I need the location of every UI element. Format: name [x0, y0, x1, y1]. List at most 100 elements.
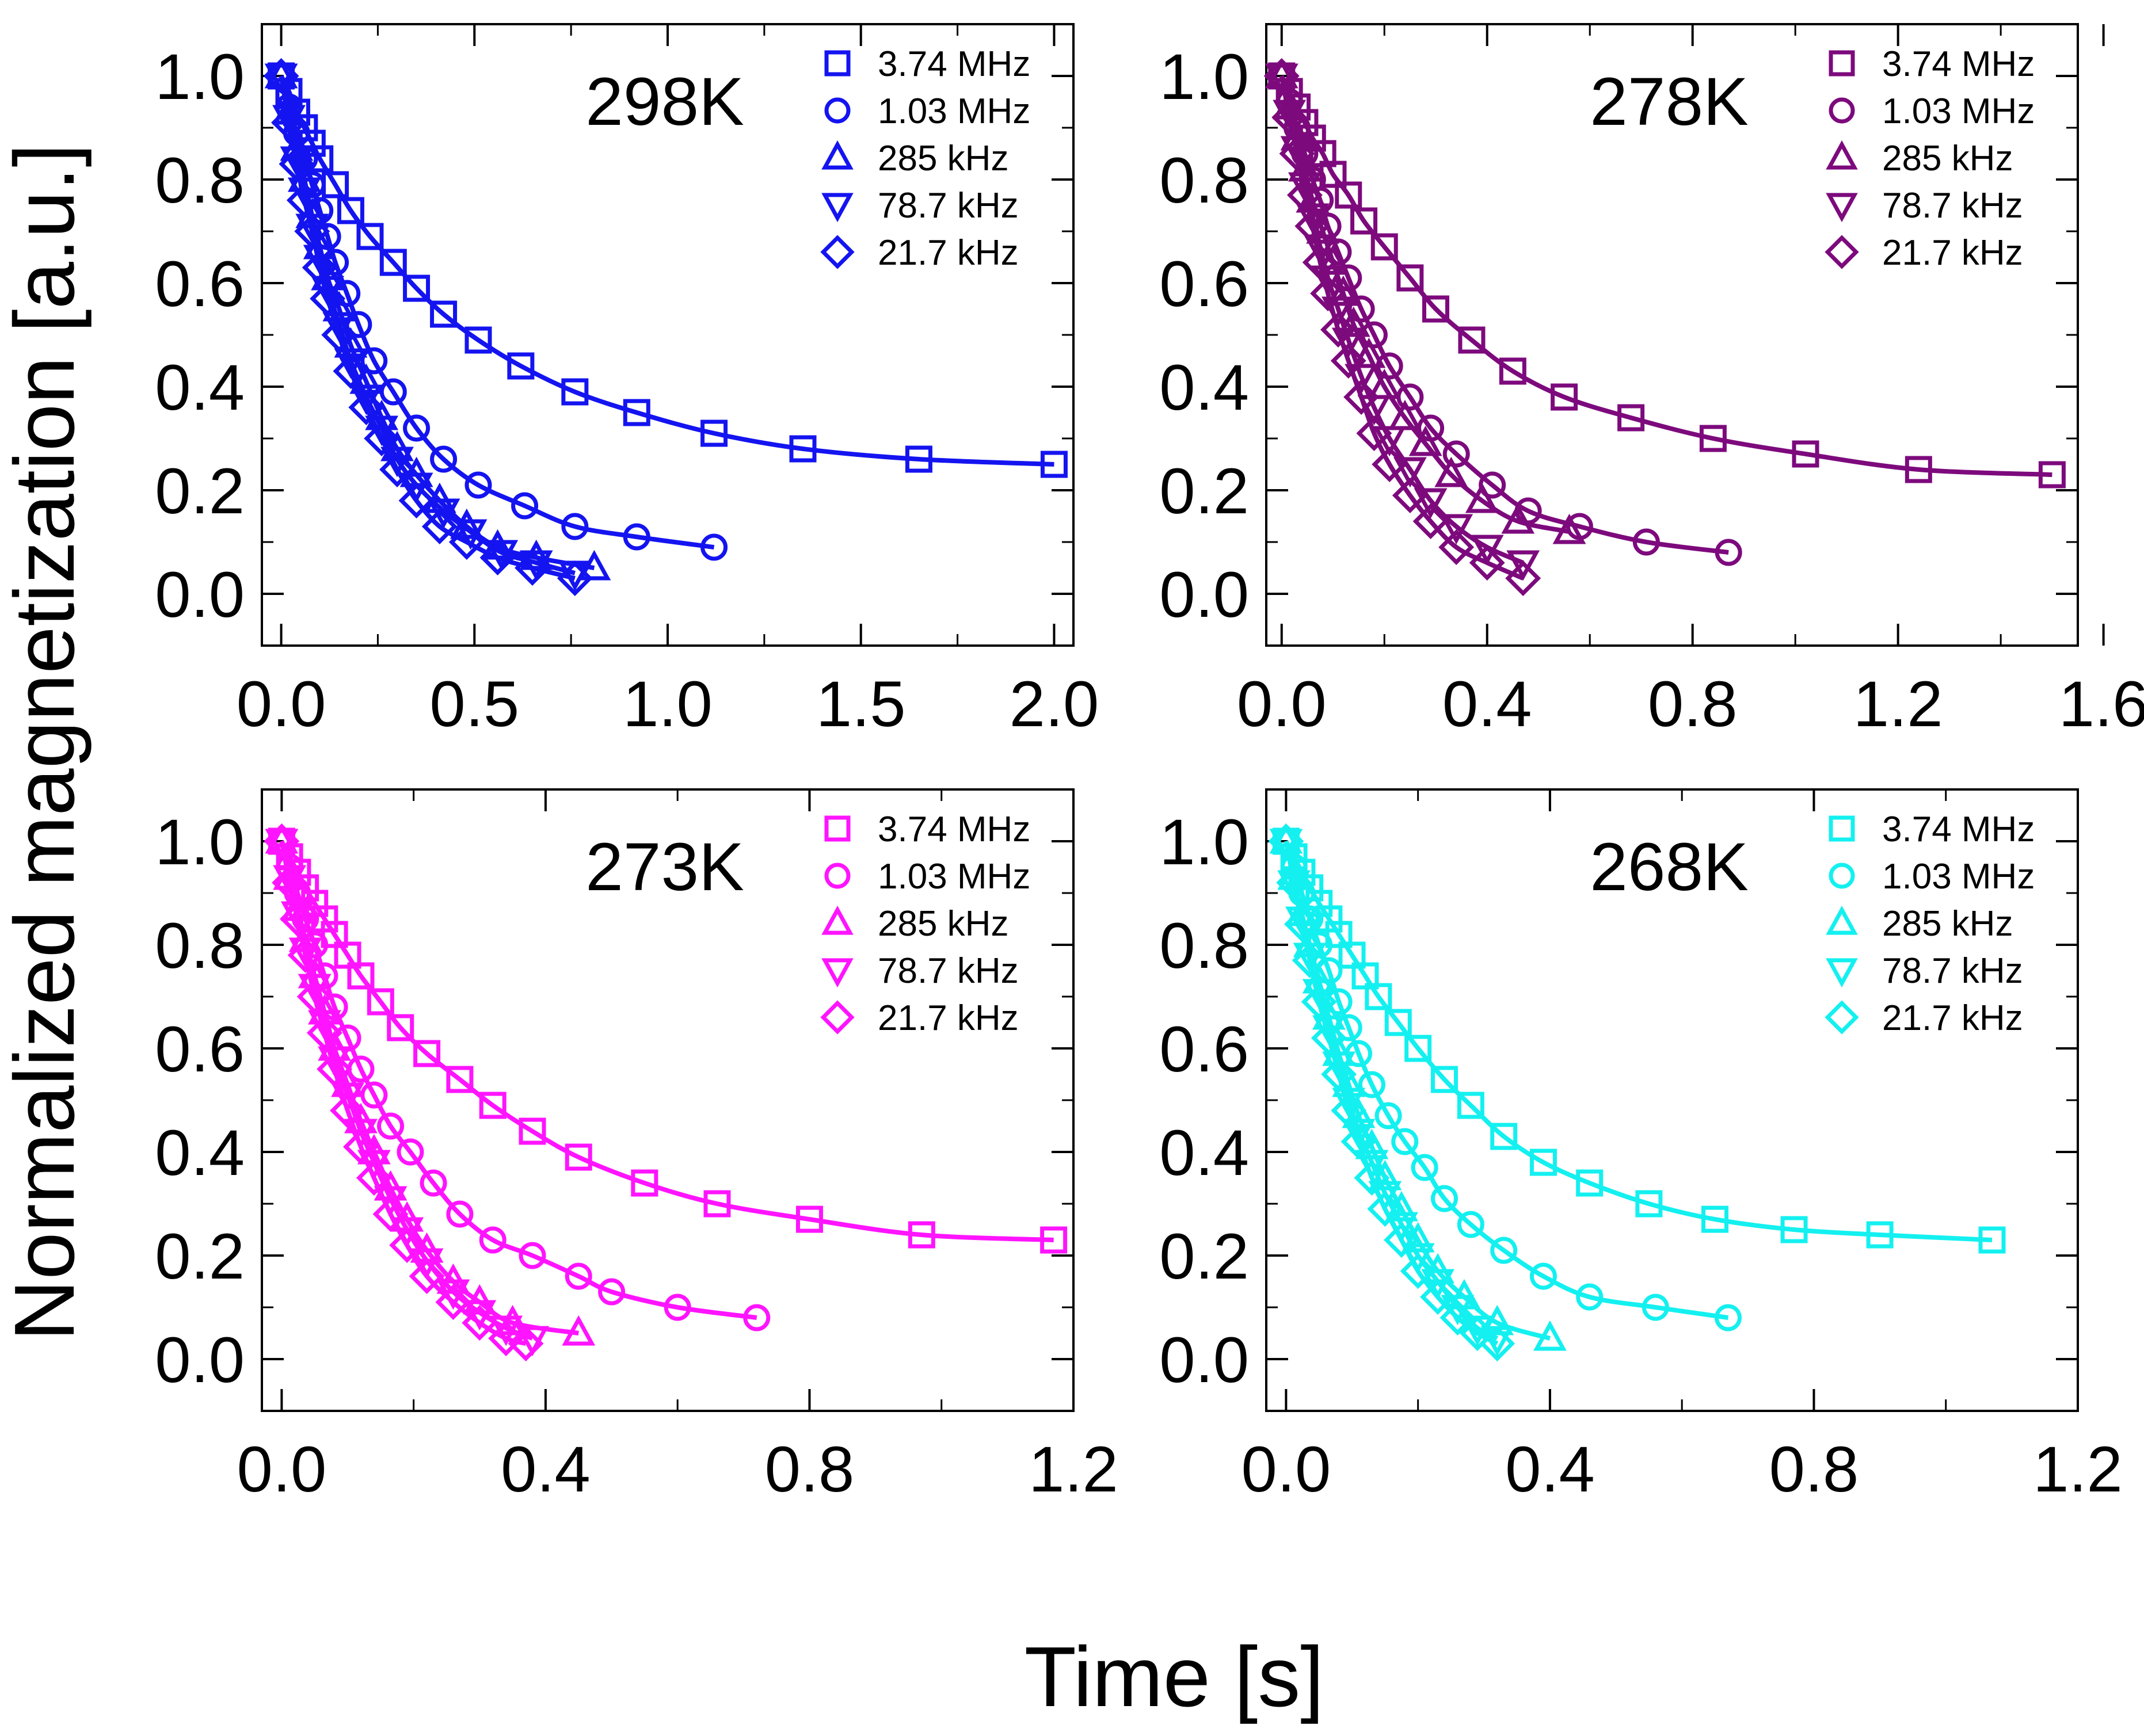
y-tick-label: 0.2	[1159, 455, 1249, 527]
data-point	[1331, 1093, 1367, 1128]
data-point	[1701, 1205, 1729, 1233]
y-tick-label: 0.2	[1159, 1220, 1249, 1292]
data-point	[1715, 539, 1742, 566]
y-tick-label: 0.0	[1159, 559, 1249, 631]
data-point	[1292, 943, 1328, 978]
data-point	[905, 445, 932, 473]
data-point	[1438, 529, 1475, 565]
y-tick-label: 1.0	[155, 41, 245, 113]
data-point	[1338, 941, 1366, 969]
data-point	[1465, 482, 1499, 513]
legend-label: 78.7 kHz	[878, 186, 1019, 226]
y-tick-label: 0.2	[155, 455, 245, 527]
data-point	[333, 353, 369, 389]
data-point	[1431, 1066, 1458, 1093]
data-point	[454, 519, 488, 550]
y-tick-label: 0.8	[155, 144, 245, 216]
y-tick-label: 1.0	[1159, 41, 1249, 113]
legend-label: 78.7 kHz	[878, 951, 1019, 991]
data-point	[1393, 457, 1427, 488]
legend-marker	[824, 50, 851, 77]
data-point	[294, 213, 330, 249]
y-tick-label: 0.8	[155, 910, 245, 982]
data-point	[1458, 326, 1486, 354]
data-point	[356, 1160, 392, 1196]
data-point	[511, 492, 539, 520]
x-tick-label: 0.4	[1505, 1433, 1595, 1505]
data-point	[367, 988, 394, 1016]
data-point	[1302, 245, 1338, 280]
data-point	[272, 865, 308, 901]
legend-marker	[824, 815, 851, 842]
legend-label: 3.74 MHz	[878, 810, 1030, 849]
data-point	[1384, 1222, 1419, 1258]
data-point	[1310, 276, 1346, 311]
data-point	[795, 1205, 823, 1233]
y-tick-label: 0.4	[1159, 352, 1249, 423]
data-point	[1316, 244, 1350, 275]
data-point	[1392, 478, 1428, 513]
data-point	[1529, 1262, 1557, 1290]
data-series	[268, 62, 728, 561]
data-point	[271, 105, 307, 140]
panel-title: 298K	[585, 64, 744, 140]
data-point	[1040, 1226, 1068, 1254]
data-point	[1265, 63, 1298, 94]
data-point	[462, 1305, 498, 1341]
legend-marker	[1825, 235, 1859, 269]
x-tick-label: 1.2	[2033, 1433, 2123, 1505]
panel-title: 268K	[1590, 829, 1749, 905]
data-point	[1321, 1056, 1357, 1092]
data-point	[448, 524, 485, 560]
legend-marker	[821, 140, 854, 170]
legend: 3.74 MHz 1.03 MHz 285 kHz 78.7 kHz 21.7 kHz	[1825, 44, 2035, 273]
data-point	[334, 941, 361, 969]
chart-panel: 0.0 0.4 0.8 1.2 1.6 0.0 0.2 0.4 0.6 0.8 1.0 278K 3.7…	[1159, 23, 2144, 740]
data-point	[409, 1258, 445, 1294]
legend-label: 3.74 MHz	[1882, 44, 2035, 84]
data-point	[1469, 545, 1505, 581]
data-point	[664, 1294, 691, 1321]
data-point	[1499, 357, 1526, 385]
data-point	[1286, 177, 1323, 213]
data-point	[1632, 528, 1660, 556]
legend-label: 285 kHz	[878, 139, 1008, 178]
data-point	[435, 1284, 471, 1320]
data-point	[1400, 1253, 1436, 1289]
data-point	[519, 1242, 546, 1269]
data-point	[379, 249, 407, 276]
legend-label: 1.03 MHz	[878, 91, 1030, 131]
data-point	[1635, 1190, 1663, 1218]
y-tick-label: 1.0	[155, 806, 245, 878]
data-point	[430, 445, 458, 473]
data-point	[464, 326, 492, 354]
data-point	[264, 63, 298, 94]
y-tick-label: 0.6	[155, 248, 245, 320]
x-tick-label: 0.5	[429, 668, 519, 740]
data-point	[1414, 488, 1448, 519]
legend-label: 285 kHz	[1882, 904, 2013, 944]
data-point	[1351, 962, 1379, 990]
data-point	[562, 1315, 596, 1346]
data-point	[1457, 1211, 1484, 1238]
y-tick-label: 0.2	[155, 1220, 245, 1292]
data-point	[446, 1200, 474, 1228]
legend-label: 285 kHz	[1882, 139, 2013, 178]
data-point	[1576, 1169, 1604, 1197]
data-point	[1529, 1149, 1557, 1176]
data-point	[1319, 161, 1347, 188]
data-point	[623, 523, 650, 551]
data-point	[1459, 1315, 1495, 1351]
data-point	[1699, 425, 1727, 452]
data-point	[1367, 1191, 1403, 1227]
data-point	[1420, 1279, 1456, 1315]
y-tick-label: 0.8	[1159, 910, 1249, 982]
data-point	[2038, 461, 2066, 489]
data-point	[337, 197, 364, 224]
data-point	[379, 452, 415, 487]
data-point	[1412, 503, 1449, 539]
x-tick-label: 0.8	[1769, 1433, 1859, 1505]
data-point	[1533, 1320, 1567, 1351]
data-point	[631, 1169, 658, 1197]
data-point	[265, 829, 299, 860]
